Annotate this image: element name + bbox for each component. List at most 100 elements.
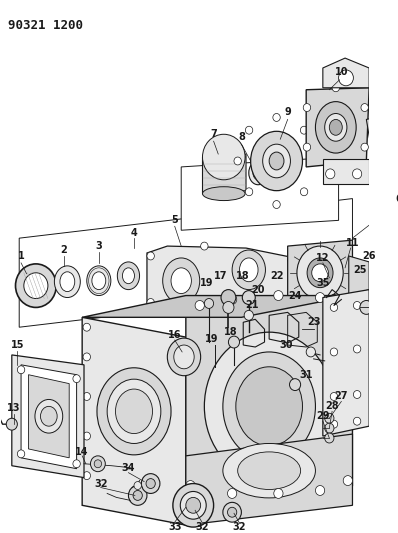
- Ellipse shape: [203, 187, 245, 200]
- Circle shape: [300, 126, 308, 134]
- Text: 31: 31: [299, 370, 313, 379]
- Text: 17: 17: [214, 271, 228, 281]
- Circle shape: [273, 200, 280, 208]
- Ellipse shape: [232, 250, 265, 289]
- Circle shape: [275, 296, 282, 303]
- Circle shape: [141, 474, 160, 494]
- Text: 8: 8: [238, 132, 245, 142]
- Circle shape: [274, 489, 283, 498]
- Ellipse shape: [325, 114, 347, 141]
- Text: 22: 22: [270, 271, 283, 281]
- Circle shape: [343, 475, 353, 486]
- Text: 34: 34: [122, 463, 135, 473]
- Circle shape: [353, 302, 361, 309]
- Text: 9: 9: [284, 107, 291, 117]
- Circle shape: [353, 169, 362, 179]
- Polygon shape: [82, 317, 186, 525]
- Text: 21: 21: [246, 301, 259, 310]
- Circle shape: [288, 256, 295, 264]
- Text: 1: 1: [18, 251, 24, 261]
- Text: 90321 1200: 90321 1200: [8, 19, 83, 31]
- Circle shape: [186, 481, 195, 490]
- Ellipse shape: [117, 262, 140, 289]
- Ellipse shape: [316, 102, 356, 153]
- Circle shape: [289, 378, 300, 391]
- Ellipse shape: [55, 266, 80, 297]
- Ellipse shape: [297, 246, 343, 300]
- Circle shape: [312, 157, 319, 165]
- Text: 16: 16: [168, 330, 181, 340]
- Polygon shape: [181, 157, 339, 230]
- Circle shape: [83, 353, 90, 361]
- Ellipse shape: [97, 368, 171, 455]
- Text: 28: 28: [325, 401, 339, 411]
- Ellipse shape: [41, 406, 57, 426]
- Circle shape: [203, 134, 245, 180]
- Circle shape: [245, 188, 253, 196]
- Ellipse shape: [163, 258, 200, 303]
- Circle shape: [133, 490, 142, 500]
- Circle shape: [353, 417, 361, 425]
- Ellipse shape: [35, 399, 63, 433]
- Circle shape: [245, 126, 253, 134]
- Circle shape: [330, 303, 338, 311]
- Circle shape: [330, 392, 338, 400]
- Text: 5: 5: [172, 215, 178, 225]
- Text: 6: 6: [395, 193, 398, 204]
- Circle shape: [228, 295, 237, 304]
- Ellipse shape: [269, 152, 284, 170]
- Circle shape: [228, 489, 237, 498]
- Ellipse shape: [240, 258, 258, 282]
- Circle shape: [173, 483, 214, 527]
- Text: 19: 19: [205, 334, 219, 344]
- Circle shape: [16, 264, 56, 308]
- Ellipse shape: [171, 268, 191, 294]
- Ellipse shape: [329, 119, 342, 135]
- Ellipse shape: [115, 389, 152, 433]
- Polygon shape: [306, 88, 369, 167]
- Circle shape: [195, 301, 204, 310]
- Circle shape: [94, 460, 101, 468]
- Text: 32: 32: [233, 522, 246, 532]
- Text: 19: 19: [199, 278, 213, 288]
- Ellipse shape: [92, 272, 106, 289]
- Text: 15: 15: [11, 340, 24, 350]
- Circle shape: [90, 456, 105, 472]
- Text: 20: 20: [251, 285, 265, 295]
- Text: 7: 7: [210, 130, 217, 139]
- Ellipse shape: [223, 443, 316, 498]
- Text: 11: 11: [346, 238, 359, 248]
- Circle shape: [210, 309, 217, 316]
- Circle shape: [316, 293, 325, 303]
- Circle shape: [147, 252, 154, 260]
- Text: 12: 12: [316, 253, 330, 263]
- Ellipse shape: [203, 150, 245, 164]
- Circle shape: [242, 290, 255, 304]
- Circle shape: [303, 103, 311, 111]
- Circle shape: [325, 423, 334, 433]
- Circle shape: [73, 375, 80, 383]
- Ellipse shape: [312, 264, 328, 282]
- Circle shape: [204, 298, 214, 309]
- Text: 13: 13: [7, 403, 20, 414]
- Ellipse shape: [307, 258, 333, 288]
- Polygon shape: [203, 154, 246, 193]
- Text: 25: 25: [353, 265, 367, 275]
- Text: 27: 27: [335, 391, 348, 401]
- Text: 18: 18: [223, 327, 237, 337]
- Circle shape: [18, 366, 25, 374]
- Text: 23: 23: [307, 317, 320, 327]
- Circle shape: [274, 290, 283, 301]
- Text: 2: 2: [60, 245, 67, 255]
- Text: 32: 32: [196, 522, 209, 532]
- Circle shape: [353, 345, 361, 353]
- Polygon shape: [349, 256, 369, 296]
- Polygon shape: [323, 289, 369, 436]
- Ellipse shape: [167, 338, 201, 376]
- Ellipse shape: [60, 272, 75, 292]
- Circle shape: [201, 242, 208, 250]
- Text: 4: 4: [131, 228, 137, 238]
- Circle shape: [180, 491, 206, 519]
- Text: 24: 24: [288, 290, 302, 301]
- Circle shape: [83, 392, 90, 400]
